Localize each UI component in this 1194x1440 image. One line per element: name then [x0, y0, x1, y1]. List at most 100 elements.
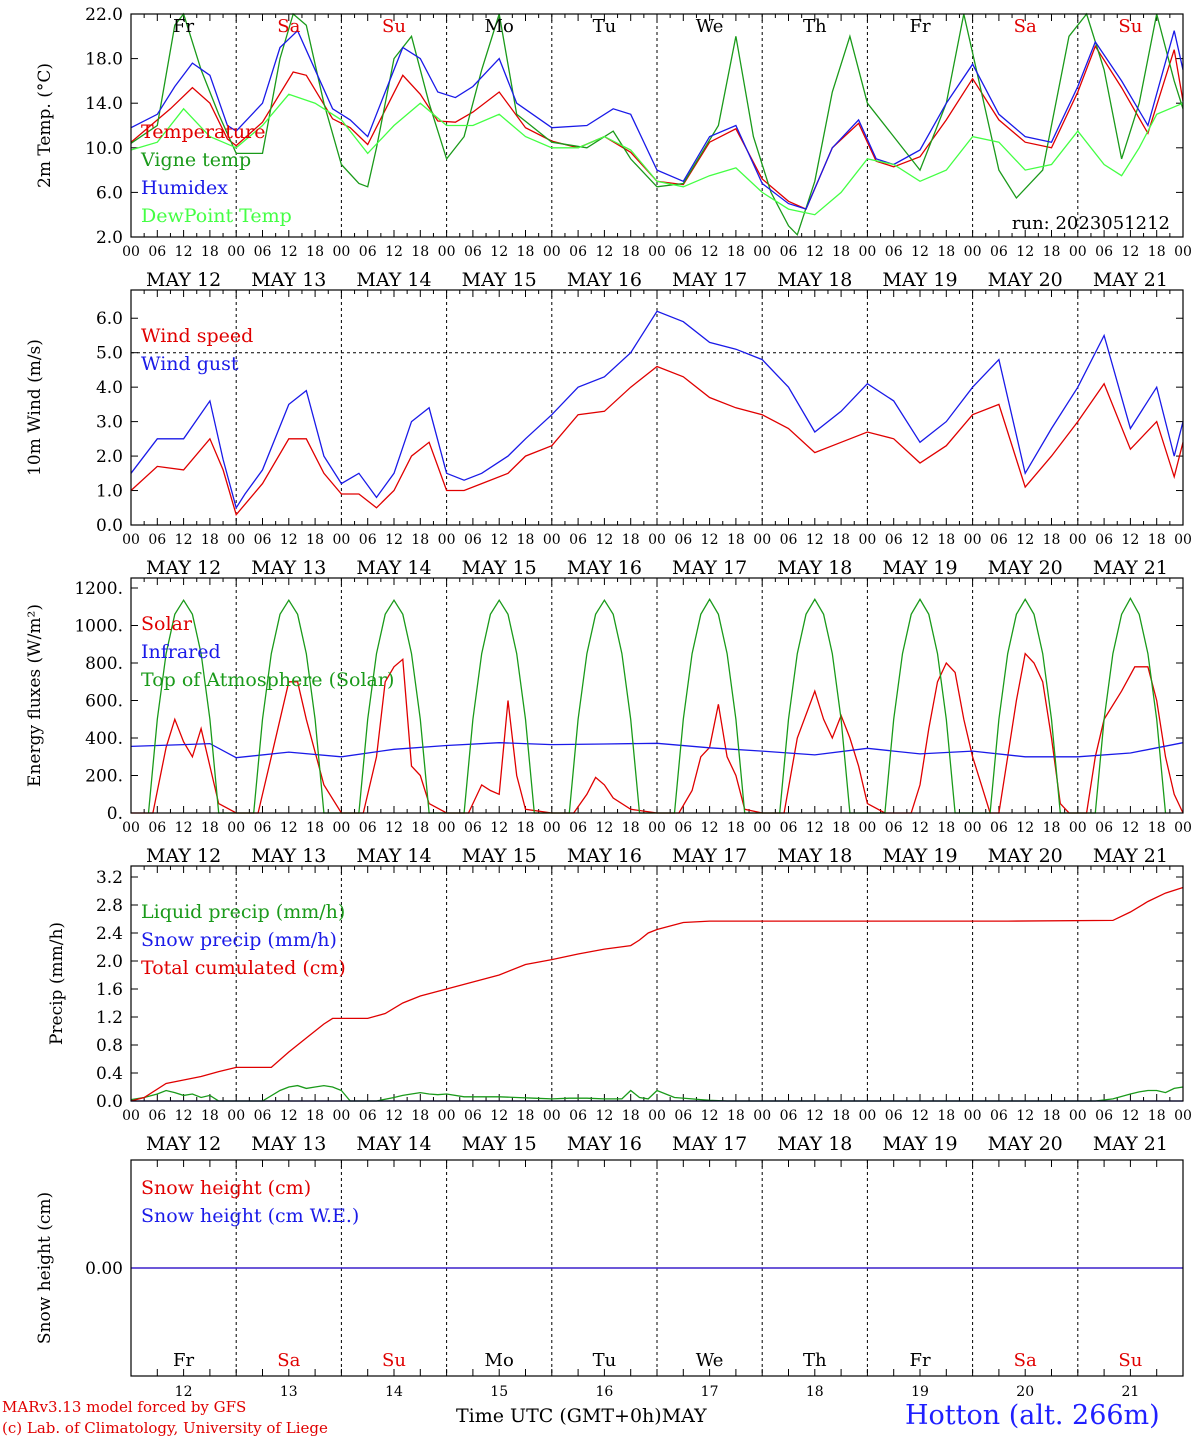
date-label: MAY 19: [882, 1133, 957, 1155]
hour-tick-label: 00: [1069, 532, 1087, 548]
hour-tick-label: 12: [806, 820, 824, 836]
hour-tick-label: 12: [280, 820, 298, 836]
hour-tick-label: 00: [332, 532, 350, 548]
date-label: MAY 16: [567, 269, 642, 291]
day-name-label: We: [696, 1350, 724, 1371]
y-tick-label: 22.0: [85, 5, 123, 25]
hour-tick-label: 18: [832, 244, 850, 260]
hour-tick-label: 18: [622, 1108, 640, 1124]
hour-tick-label: 12: [911, 1108, 929, 1124]
hour-tick-label: 18: [201, 1108, 219, 1124]
hour-tick-label: 18: [622, 820, 640, 836]
hour-tick-label: 12: [1016, 820, 1034, 836]
plot-frame: [130, 577, 1184, 814]
hour-tick-label: 12: [490, 244, 508, 260]
hour-tick-label: 06: [569, 820, 587, 836]
hour-tick-label: 06: [569, 1108, 587, 1124]
y-axis-label: Snow height (cm): [35, 1192, 55, 1344]
legend-entry: Wind speed: [141, 325, 253, 347]
y-tick-label: 0.00: [85, 1259, 123, 1279]
date-label: MAY 18: [777, 269, 852, 291]
hour-tick-label: 06: [674, 532, 692, 548]
credit-line-2: (c) Lab. of Climatology, University of L…: [2, 1419, 328, 1437]
hour-tick-label: 00: [753, 820, 771, 836]
hour-tick-label: 12: [701, 532, 719, 548]
hour-tick-label: 06: [780, 244, 798, 260]
hour-tick-label: 18: [727, 532, 745, 548]
day-name-label: We: [696, 16, 724, 37]
y-tick-label: 3.2: [96, 868, 123, 888]
legend-entry: Humidex: [141, 177, 228, 199]
hour-tick-label: 18: [306, 820, 324, 836]
hour-tick-label: 12: [175, 820, 193, 836]
hour-tick-label: 06: [780, 820, 798, 836]
hour-tick-label: 06: [780, 1108, 798, 1124]
date-label: MAY 12: [146, 1133, 221, 1155]
hour-tick-label: 00: [858, 820, 876, 836]
hour-tick-label: 00: [648, 1108, 666, 1124]
hour-tick-label: 18: [1043, 1108, 1061, 1124]
hour-tick-label: 06: [254, 532, 272, 548]
hour-tick-label: 06: [885, 820, 903, 836]
y-tick-label: 2.8: [96, 896, 123, 916]
day-number-label: 19: [911, 1384, 929, 1400]
hour-tick-label: 18: [201, 532, 219, 548]
x-axis-label: Time UTC (GMT+0h): [456, 1405, 662, 1427]
y-tick-label: 2.4: [96, 924, 123, 944]
hour-tick-label: 12: [595, 532, 613, 548]
x-axis-month: MAY: [661, 1405, 707, 1427]
day-name-label: Fr: [909, 16, 930, 37]
hour-tick-label: 18: [306, 244, 324, 260]
series-line-infrared: [130, 742, 1184, 759]
legend-entry: Total cumulated (cm): [141, 957, 346, 979]
date-label: MAY 19: [882, 845, 957, 867]
y-tick-label: 0.4: [96, 1064, 123, 1084]
day-name-label: Th: [803, 16, 827, 37]
hour-tick-label: 18: [1043, 244, 1061, 260]
hour-tick-label: 00: [648, 244, 666, 260]
hour-tick-label: 00: [1174, 532, 1192, 548]
hour-tick-label: 06: [464, 244, 482, 260]
hour-tick-label: 12: [1121, 820, 1139, 836]
day-name-label: Th: [803, 1350, 827, 1371]
hour-tick-label: 00: [1069, 820, 1087, 836]
y-tick-label: 4.0: [96, 378, 123, 398]
hour-tick-label: 00: [964, 244, 982, 260]
hour-tick-label: 18: [1148, 1108, 1166, 1124]
y-tick-label: 1.6: [96, 980, 123, 1000]
hour-tick-label: 06: [990, 532, 1008, 548]
date-label: MAY 21: [1093, 845, 1168, 867]
day-number-label: 20: [1016, 1384, 1034, 1400]
hour-tick-label: 18: [517, 1108, 535, 1124]
hour-tick-label: 18: [832, 1108, 850, 1124]
hour-tick-label: 00: [438, 532, 456, 548]
date-label: MAY 15: [462, 557, 537, 579]
date-label: MAY 19: [882, 269, 957, 291]
hour-tick-label: 00: [438, 1108, 456, 1124]
hour-tick-label: 06: [254, 820, 272, 836]
hour-tick-label: 18: [411, 820, 429, 836]
y-tick-label: 14.0: [85, 94, 123, 114]
hour-tick-label: 00: [858, 532, 876, 548]
hour-tick-label: 12: [385, 244, 403, 260]
hour-tick-label: 18: [411, 244, 429, 260]
hour-tick-label: 06: [1095, 532, 1113, 548]
hour-tick-label: 12: [595, 820, 613, 836]
hour-tick-label: 00: [753, 244, 771, 260]
y-tick-label: 10.0: [85, 139, 123, 159]
hour-tick-label: 06: [674, 1108, 692, 1124]
hour-tick-label: 06: [148, 820, 166, 836]
y-tick-label: 0.0: [96, 516, 123, 536]
day-name-label: Su: [382, 1350, 406, 1371]
y-tick-label: 0.8: [96, 1036, 123, 1056]
hour-tick-label: 12: [701, 244, 719, 260]
hour-tick-label: 12: [806, 532, 824, 548]
date-label: MAY 14: [356, 1133, 431, 1155]
hour-tick-label: 12: [911, 244, 929, 260]
run-label: run: 2023051212: [1012, 213, 1170, 234]
hour-tick-label: 06: [885, 244, 903, 260]
hour-tick-label: 06: [990, 1108, 1008, 1124]
hour-tick-label: 06: [359, 532, 377, 548]
date-label: MAY 12: [146, 269, 221, 291]
series-line-humidex: [130, 29, 1184, 210]
